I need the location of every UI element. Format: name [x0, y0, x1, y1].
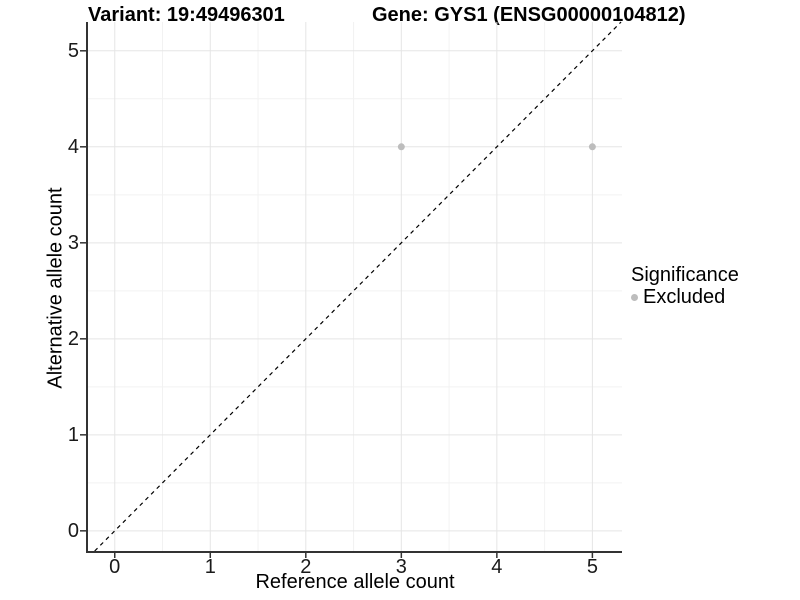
y-tick-label: 1: [67, 423, 79, 446]
data-point: [397, 143, 405, 151]
legend-title: Significance: [631, 264, 739, 286]
plot-title-variant: Variant: 19:49496301: [88, 4, 285, 26]
x-axis-title: Reference allele count: [255, 571, 455, 593]
y-tick-label: 0: [67, 519, 79, 542]
legend-point-swatch: [631, 293, 638, 301]
y-tick-label: 4: [67, 135, 79, 158]
x-tick-label: 5: [586, 556, 598, 578]
x-tick-label: 4: [491, 556, 503, 578]
x-tick-label: 2: [300, 556, 312, 578]
x-tick-label: 3: [395, 556, 407, 578]
plot-title-gene: Gene: GYS1 (ENSG00000104812): [372, 4, 686, 26]
y-tick-label: 5: [67, 39, 79, 62]
data-point: [588, 143, 596, 151]
x-tick-label: 0: [109, 556, 121, 578]
legend-item: Excluded: [631, 286, 739, 308]
y-tick-label: 2: [67, 327, 79, 350]
legend: Significance Excluded: [631, 264, 739, 308]
legend-item-label: Excluded: [643, 286, 726, 308]
x-tick-label: 1: [204, 556, 216, 578]
identity-line: [94, 21, 622, 552]
y-tick-label: 3: [67, 231, 79, 254]
y-axis-title: Alternative allele count: [44, 187, 67, 389]
plot-panel: [80, 21, 622, 558]
